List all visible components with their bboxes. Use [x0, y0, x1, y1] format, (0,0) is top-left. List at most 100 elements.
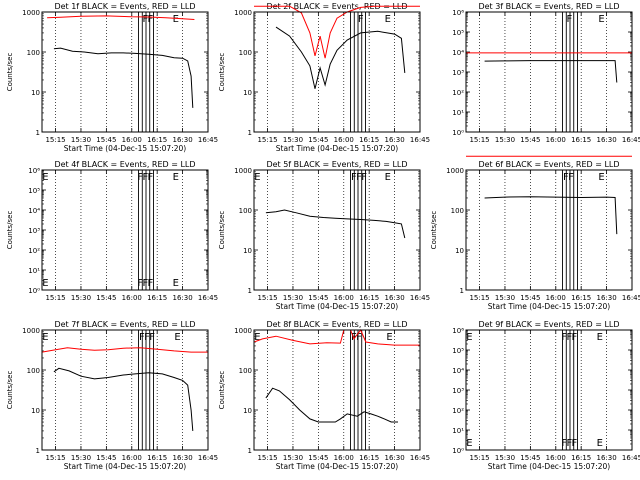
y-tick-label: 10 — [243, 407, 252, 415]
series-events-line — [275, 26, 406, 89]
flag-label: E — [385, 172, 391, 183]
x-tick-label: 15:30 — [495, 294, 515, 302]
y-tick-label: 1 — [248, 447, 252, 455]
flag-label: F — [566, 438, 572, 449]
flag-label: E — [466, 438, 472, 449]
y-tick-label: 10² — [28, 247, 40, 255]
x-tick-label: 15:45 — [308, 454, 328, 462]
y-tick-label: 1000 — [22, 327, 40, 335]
x-tick-label: 16:15 — [359, 294, 379, 302]
panel-det-7f: Det 7f BLACK = Events, RED = LLD 1 10 100 10… — [6, 320, 218, 471]
flag-label: E — [173, 278, 179, 289]
flag-label: F — [149, 332, 155, 343]
y-tick-label: 10⁵ — [452, 29, 464, 37]
x-axis-label: Start Time (04-Dec-15 15:07:20) — [276, 144, 398, 153]
series-events-line — [53, 47, 194, 108]
x-tick-label: 16:00 — [122, 454, 142, 462]
y-tick-label: 10⁶ — [452, 9, 464, 17]
flag-label: F — [148, 14, 154, 25]
x-tick-label: 15:45 — [520, 136, 540, 144]
flag-label: F — [137, 172, 143, 183]
x-tick-label: 16:45 — [622, 136, 640, 144]
y-tick-label: 10⁴ — [452, 367, 464, 375]
y-tick-label: 10¹ — [452, 109, 464, 117]
x-tick-label: 15:30 — [71, 294, 91, 302]
plot-frame — [253, 169, 421, 291]
flag-label: F — [356, 332, 362, 343]
x-tick-label: 15:30 — [495, 454, 515, 462]
flag-label: F — [142, 278, 148, 289]
x-tick-label: 16:00 — [122, 136, 142, 144]
y-tick-label: 10² — [452, 89, 464, 97]
series-events-line — [484, 196, 618, 235]
flag-label: E — [598, 14, 604, 25]
y-tick-label: 1000 — [234, 9, 252, 17]
flag-label: F — [142, 14, 148, 25]
panel-title: Det 8f BLACK = Events, RED = LLD — [266, 320, 407, 329]
x-tick-label: 16:00 — [334, 454, 354, 462]
flag-label: F — [144, 332, 150, 343]
y-tick-label: 10⁰ — [452, 129, 464, 137]
y-tick-label: 10² — [452, 407, 464, 415]
panel-det-2f: Det 2f BLACK = Events, RED = LLD 1 10 100 10… — [218, 2, 430, 153]
plot-frame — [41, 169, 209, 291]
x-tick-label: 16:00 — [334, 136, 354, 144]
panel-det-1f: Det 1f BLACK = Events, RED = LLD 1 10 100 10… — [6, 2, 218, 153]
x-axis-label: Start Time (04-Dec-15 15:07:20) — [64, 144, 186, 153]
x-tick-label: 16:30 — [384, 136, 404, 144]
flag-label: F — [137, 278, 143, 289]
flag-label: E — [385, 14, 391, 25]
panel-title: Det 4f BLACK = Events, RED = LLD — [54, 160, 195, 169]
plot-frame — [465, 329, 633, 451]
x-tick-label: 15:15 — [257, 294, 277, 302]
flag-label: F — [572, 332, 578, 343]
panel-det-8f: Det 8f BLACK = Events, RED = LLD 1 10 100 10… — [218, 320, 430, 471]
y-tick-label: 10 — [243, 247, 252, 255]
y-tick-label: 10 — [31, 407, 40, 415]
series-lld-line — [41, 347, 208, 353]
y-tick-label: 1 — [248, 287, 252, 295]
x-tick-label: 16:45 — [198, 136, 218, 144]
x-tick-label: 16:30 — [596, 136, 616, 144]
flag-label: E — [597, 332, 603, 343]
flag-label: E — [254, 172, 260, 183]
x-tick-label: 15:15 — [45, 294, 65, 302]
flag-label: E — [173, 14, 179, 25]
y-tick-label: 10¹ — [28, 267, 40, 275]
y-axis-label: Counts/sec — [6, 53, 14, 92]
flag-label: F — [561, 332, 567, 343]
x-tick-label: 16:00 — [546, 136, 566, 144]
flag-label: E — [598, 172, 604, 183]
y-tick-label: 10³ — [452, 387, 464, 395]
flag-label: F — [568, 172, 574, 183]
flag-label: E — [386, 332, 392, 343]
series-events-line — [265, 209, 406, 239]
flag-label: F — [356, 172, 362, 183]
x-tick-label: 15:45 — [520, 294, 540, 302]
x-tick-label: 15:30 — [283, 454, 303, 462]
x-axis-label: Start Time (04-Dec-15 15:07:20) — [488, 302, 610, 311]
y-tick-label: 10 — [31, 89, 40, 97]
y-tick-label: 10³ — [28, 227, 40, 235]
x-tick-label: 16:45 — [410, 136, 430, 144]
x-tick-label: 15:30 — [71, 136, 91, 144]
panel-title: Det 5f BLACK = Events, RED = LLD — [266, 160, 407, 169]
y-tick-label: 1 — [460, 287, 464, 295]
flag-label: F — [142, 172, 148, 183]
x-tick-label: 16:45 — [622, 454, 640, 462]
y-tick-label: 1 — [36, 129, 40, 137]
x-tick-label: 16:30 — [596, 454, 616, 462]
flag-label: E — [42, 278, 48, 289]
y-tick-label: 10⁶ — [28, 167, 40, 175]
y-tick-label: 10⁵ — [452, 347, 464, 355]
flag-label: E — [42, 172, 48, 183]
x-tick-label: 16:15 — [571, 136, 591, 144]
plot-frame — [465, 11, 633, 133]
panel-det-9f: Det 9f BLACK = Events, RED = LLD 10⁰ 10¹ 10… — [452, 320, 640, 471]
panel-title: Det 1f BLACK = Events, RED = LLD — [54, 2, 195, 11]
flag-label: F — [561, 438, 567, 449]
x-axis-label: Start Time (04-Dec-15 15:07:20) — [488, 462, 610, 471]
x-tick-label: 15:45 — [96, 294, 116, 302]
y-tick-label: 1000 — [234, 327, 252, 335]
